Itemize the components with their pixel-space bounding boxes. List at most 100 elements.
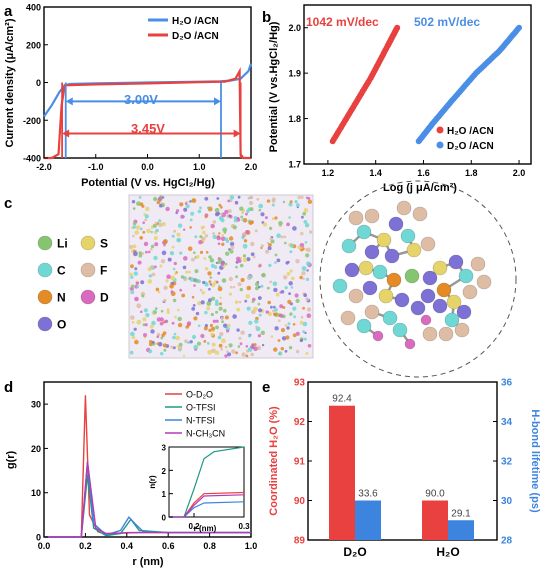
simulation-atom (233, 216, 238, 220)
simulation-atom (306, 313, 312, 319)
simulation-atom (245, 294, 250, 299)
simulation-atom (251, 300, 255, 303)
cluster-atom-f (348, 288, 364, 304)
simulation-atom (204, 196, 209, 201)
simulation-atom (219, 302, 222, 306)
panel-c-simulation: Li S C F N D O (37, 180, 517, 378)
simulation-atom (255, 286, 259, 291)
simulation-atom (167, 257, 172, 262)
simulation-atom (246, 306, 251, 311)
simulation-atom (301, 215, 304, 219)
simulation-atom (242, 257, 248, 263)
simulation-atom (160, 352, 164, 356)
simulation-atom (177, 223, 183, 228)
simulation-atom (179, 288, 183, 292)
simulation-atom (176, 232, 181, 237)
simulation-atom (197, 209, 202, 214)
simulation-atom (172, 346, 176, 350)
simulation-atom (240, 277, 245, 283)
simulation-atom (142, 317, 147, 322)
panel-c-label: c (4, 195, 12, 212)
simulation-atom (228, 276, 233, 282)
simulation-atom (292, 306, 297, 311)
simulation-atom (287, 322, 291, 326)
simulation-atom (229, 241, 235, 247)
simulation-atom (175, 209, 180, 213)
simulation-atom (294, 293, 299, 298)
simulation-atom (219, 296, 222, 299)
panel-d-y-tick-label: 20 (31, 444, 41, 454)
cluster-atom-o (384, 248, 400, 264)
panel-d-x-tick-label: 0.0 (38, 541, 51, 551)
simulation-atom (139, 202, 144, 206)
atom-legend-d-label: D (100, 291, 109, 305)
simulation-atom (191, 295, 195, 299)
panel-e-yl-tick-label: 91 (294, 457, 306, 468)
simulation-atom (184, 202, 188, 205)
simulation-atom (163, 348, 167, 352)
simulation-atom (250, 352, 254, 357)
simulation-atom (302, 330, 305, 333)
simulation-atom (299, 275, 303, 280)
simulation-atom (146, 228, 151, 233)
simulation-atom (266, 241, 270, 245)
simulation-atom (250, 241, 255, 247)
simulation-atom (245, 212, 248, 216)
cluster-atom-o (344, 262, 360, 278)
panel-a-y-tick-label: -400 (23, 154, 41, 164)
simulation-atom (179, 251, 183, 255)
simulation-atom (225, 251, 230, 256)
simulation-atom (190, 211, 195, 216)
panel-b-x-tick-label: 2.0 (513, 168, 526, 178)
simulation-atom (301, 266, 307, 271)
simulation-atom (303, 208, 309, 213)
panel-a-chart: -2.0 -1.0 0.0 1.0 2.0 -400 -200 0 200 400 Potenti… (4, 3, 257, 190)
cluster-atom-f (422, 326, 438, 342)
rdf-legend-label: N-TFSI (186, 416, 215, 426)
simulation-atom (144, 214, 149, 219)
panel-e-yr-tick-label: 32 (501, 457, 513, 468)
simulation-atom (297, 195, 301, 200)
simulation-atom (302, 306, 305, 310)
simulation-atom (152, 223, 157, 228)
simulation-atom (245, 345, 249, 348)
simulation-atom (302, 321, 308, 327)
simulation-atom (203, 326, 208, 331)
simulation-atom (236, 307, 241, 312)
simulation-atom (130, 290, 135, 295)
simulation-atom (158, 222, 163, 228)
simulation-atom (215, 299, 219, 304)
panel-e-yr-tick-label: 34 (501, 417, 513, 428)
simulation-atom (300, 315, 304, 319)
cluster-atom-c (400, 228, 416, 244)
simulation-atom (187, 246, 193, 251)
simulation-atom (210, 263, 215, 268)
simulation-atom (220, 212, 223, 216)
simulation-atom (199, 206, 202, 210)
simulation-atom (304, 241, 308, 244)
simulation-atom (202, 280, 206, 285)
simulation-atom (218, 343, 223, 348)
simulation-atom (212, 234, 217, 240)
simulation-atom (129, 245, 134, 249)
simulation-atom (159, 264, 163, 268)
simulation-atom (295, 259, 300, 264)
simulation-atom (165, 279, 169, 283)
simulation-atom (191, 334, 197, 340)
atom-legend-s-swatch (80, 235, 96, 251)
panel-e-yr-tick-label: 36 (501, 378, 513, 389)
simulation-atom (189, 340, 193, 344)
bar-lifetime (448, 520, 474, 540)
simulation-atom (218, 203, 222, 207)
simulation-atom (260, 330, 265, 335)
simulation-atom (290, 286, 294, 289)
cluster-atom-f (438, 326, 454, 342)
simulation-atom (132, 207, 136, 210)
panel-b-y-tick-label: 1.7 (288, 160, 301, 170)
simulation-atom (258, 285, 261, 289)
simulation-atom (131, 321, 135, 324)
simulation-atom (223, 323, 228, 328)
atom-legend-c-swatch (37, 262, 53, 278)
simulation-atom (215, 325, 219, 330)
simulation-atom (228, 292, 232, 296)
